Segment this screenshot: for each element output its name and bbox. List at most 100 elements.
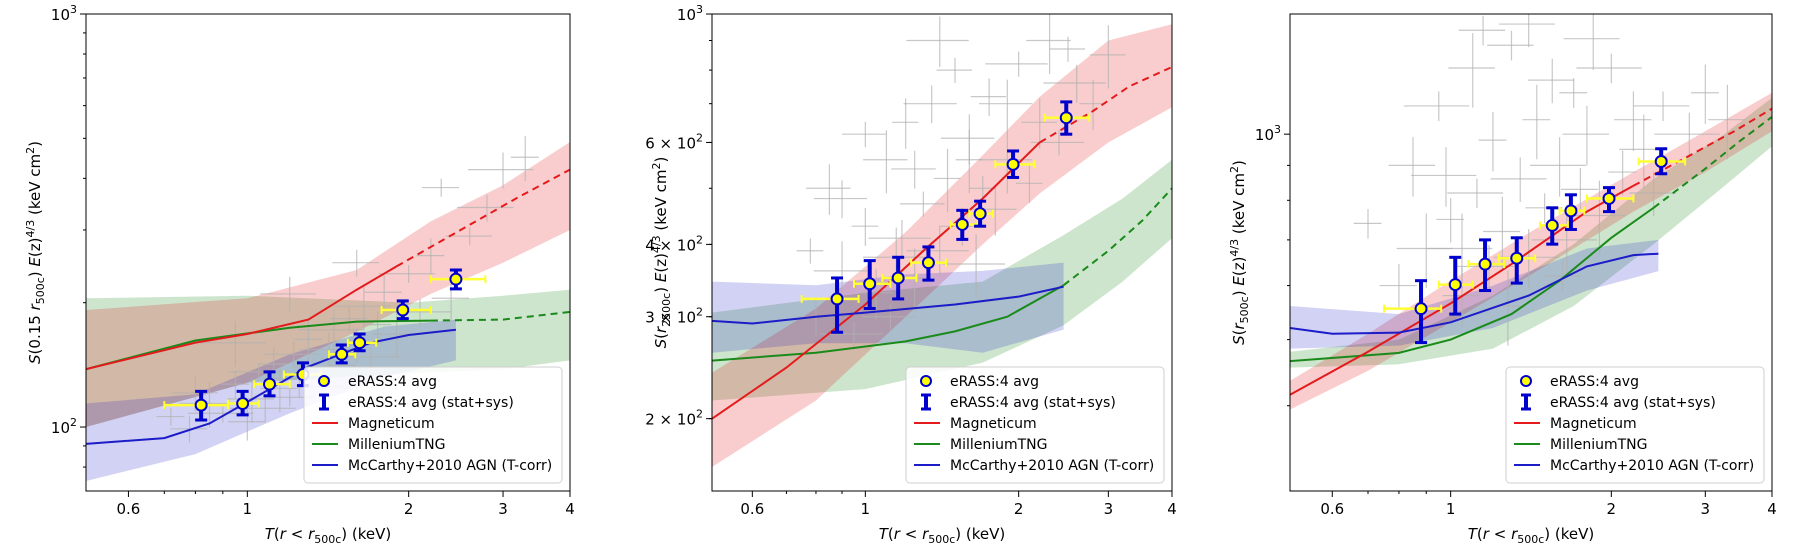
x-tick-label: 0.6 — [1320, 500, 1344, 518]
y-tick-label: 103 — [51, 3, 77, 24]
cluster-point — [1708, 84, 1746, 160]
cluster-point — [1436, 197, 1465, 243]
erass-avg-point — [380, 299, 432, 321]
cluster-point — [228, 363, 286, 382]
erass-avg-point — [1497, 236, 1537, 285]
cluster-point — [813, 180, 868, 219]
erass-avg-point — [968, 199, 994, 228]
y-tick-label: 4 × 102 — [645, 233, 703, 254]
plot-area — [712, 14, 1172, 468]
legend-label: MilleniumTNG — [1550, 437, 1648, 453]
avg-marker — [891, 271, 905, 285]
cluster-point — [842, 121, 887, 148]
cluster-point — [200, 321, 266, 367]
avg-marker — [973, 207, 987, 221]
cluster-point — [1448, 33, 1495, 108]
cluster-point — [1388, 137, 1436, 197]
cluster-point — [510, 136, 539, 182]
cluster-point — [891, 98, 919, 149]
cluster-point — [969, 176, 996, 202]
mccarthy-band — [86, 319, 456, 481]
x-tick-label: 3 — [498, 500, 508, 518]
cluster-point — [1043, 64, 1106, 103]
erass-avg-point — [881, 255, 918, 301]
plot-area — [1290, 14, 1772, 410]
legend-label: eRASS:4 avg (stat+sys) — [348, 395, 514, 411]
cluster-point — [1490, 157, 1547, 202]
cluster-point — [1527, 58, 1575, 104]
avg-marker — [194, 398, 208, 412]
erass-avg-point — [910, 245, 947, 282]
legend-entry-avg: eRASS:4 avg — [1520, 374, 1639, 390]
legend-label: MilleniumTNG — [348, 437, 446, 453]
legend-entry-mccarthy: McCarthy+2010 AGN (T-corr) — [914, 458, 1154, 474]
cluster-point — [1561, 167, 1599, 213]
x-tick-label: 3 — [1104, 500, 1114, 518]
avg-marker — [1448, 278, 1462, 292]
y-tick-label: 6 × 102 — [645, 131, 703, 152]
erass-avg-point — [226, 389, 260, 417]
cluster-point — [1021, 98, 1057, 149]
x-tick-label: 2 — [1014, 500, 1024, 518]
erass-avg-point — [429, 268, 487, 291]
chart-panel-1: 0.6 1 2 3 4 102 103 T(r < r500c) (keV) S(0.15 r5… — [24, 3, 575, 546]
cluster-point — [806, 164, 851, 215]
cluster-point — [1079, 79, 1106, 131]
avg-marker — [1654, 154, 1668, 168]
y-axis-label: S(r500c) E(z)4/3 (keV cm2) — [1228, 160, 1251, 345]
legend-label: eRASS:4 avg — [1550, 374, 1639, 390]
cluster-point — [1608, 150, 1637, 196]
erass-avg-point — [852, 259, 892, 310]
cluster-point — [1559, 78, 1588, 108]
erass-avg-point — [994, 149, 1036, 179]
cluster-point — [1531, 204, 1598, 280]
legend: eRASS:4 avg eRASS:4 avg (stat+sys) Magneti… — [1505, 366, 1765, 484]
legend-label: eRASS:4 avg (stat+sys) — [1550, 395, 1716, 411]
tng-line-extrapolated — [1652, 116, 1772, 209]
x-tick-label: 2 — [404, 500, 414, 518]
cluster-point — [955, 130, 983, 194]
cluster-point — [1576, 53, 1642, 84]
avg-marker — [830, 292, 844, 306]
erass-avg-point — [163, 389, 229, 422]
cluster-point — [1569, 180, 1626, 256]
cluster-point — [1522, 84, 1551, 160]
axes-frame — [85, 13, 571, 492]
avg-marker — [236, 397, 250, 411]
avg-marker — [449, 272, 463, 286]
avg-marker — [1602, 191, 1616, 205]
cluster-point — [1396, 213, 1453, 289]
cluster-point — [1654, 112, 1720, 158]
avg-marker — [1478, 257, 1492, 271]
magneticum-line — [1290, 184, 1634, 396]
cluster-point — [298, 308, 365, 354]
tng-line — [712, 284, 1065, 362]
cluster-point — [796, 238, 824, 264]
tng-line-extrapolated — [1062, 187, 1172, 286]
mccarthy-line — [1290, 252, 1659, 335]
cluster-point — [1427, 213, 1493, 289]
legend-label: McCarthy+2010 AGN (T-corr) — [1550, 458, 1754, 474]
cluster-point — [903, 85, 957, 124]
y-tick-label: 103 — [677, 3, 703, 24]
magneticum-band — [86, 142, 570, 427]
legend-entry-magneticum: Magneticum — [1514, 416, 1637, 432]
cluster-point — [1379, 264, 1417, 309]
erass-avg-point — [1538, 206, 1570, 246]
tng-band — [1290, 97, 1772, 368]
avg-marker — [1059, 111, 1073, 125]
erass-avg-point — [949, 208, 979, 241]
cluster-point — [259, 347, 288, 384]
legend-entry-avg: eRASS:4 avg — [920, 374, 1039, 390]
legend-marker — [1520, 375, 1532, 387]
cluster-point — [900, 191, 945, 217]
avg-marker — [1510, 251, 1524, 265]
cluster-point — [985, 51, 1048, 77]
avg-marker — [1414, 302, 1428, 316]
x-tick-label: 4 — [1767, 500, 1777, 518]
erass-avg-point — [800, 276, 860, 334]
legend-entry-mccarthy: McCarthy+2010 AGN (T-corr) — [1514, 458, 1754, 474]
cluster-point — [1049, 36, 1086, 62]
cluster-point — [416, 238, 445, 275]
legend-label: Magneticum — [1550, 416, 1637, 432]
